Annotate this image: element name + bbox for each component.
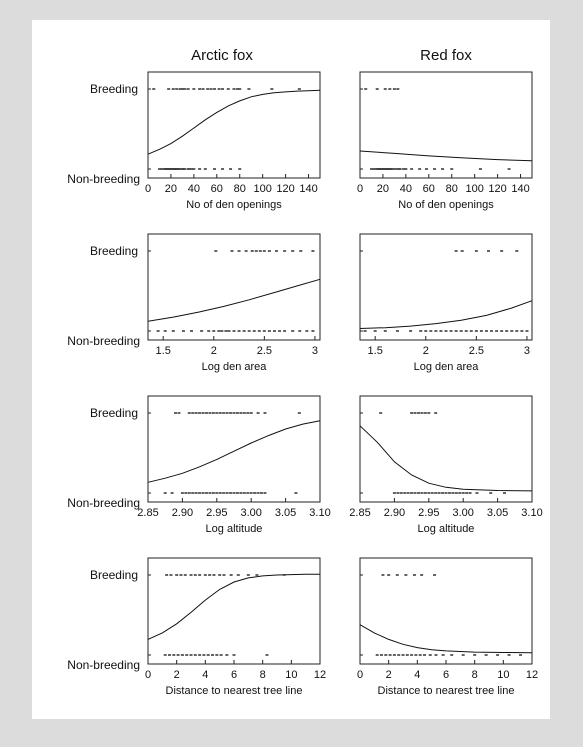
- fitted-curve: [359, 425, 533, 492]
- x-axis-label: Log den area: [202, 361, 268, 373]
- x-axis-label: Log altitude: [206, 523, 263, 535]
- x-tick-label: 12: [314, 669, 326, 681]
- row-label-breeding: Breeding: [90, 244, 138, 258]
- x-axis-label: No of den openings: [398, 199, 494, 211]
- x-tick-label: 120: [488, 183, 506, 195]
- x-tick-label: 3.10: [309, 507, 330, 519]
- fitted-curve: [359, 150, 533, 162]
- x-axis-label: Log den area: [414, 361, 480, 373]
- x-tick-label: 3: [312, 345, 318, 357]
- x-tick-label: 1.5: [368, 345, 383, 357]
- x-tick-label: 2: [423, 345, 429, 357]
- x-tick-label: 2.5: [469, 345, 484, 357]
- x-axis-label: Distance to nearest tree line: [378, 685, 515, 697]
- x-tick-label: 60: [423, 183, 435, 195]
- fitted-curve: [147, 278, 321, 322]
- panel-arctic-treeline: 0 2 4 6 8 10 12 Distance to nearest tree line Br…: [67, 557, 326, 697]
- x-tick-label: 100: [253, 183, 271, 195]
- panel-red-openings: 0 20 40 60 80 100 120 140 No of den openings: [357, 71, 533, 211]
- x-tick-label: 3.05: [487, 507, 508, 519]
- x-tick-label: 12: [526, 669, 538, 681]
- column-title-red: Red fox: [420, 47, 472, 64]
- column-title-arctic: Arctic fox: [191, 47, 253, 64]
- x-axis-label: Log altitude: [418, 523, 475, 535]
- x-tick-label: 2: [174, 669, 180, 681]
- x-tick-label: 2.85: [137, 507, 158, 519]
- panel-frame: [359, 557, 533, 665]
- panel-red-area: 1.5 2 2.5 3 Log den area: [359, 233, 533, 373]
- x-tick-label: 3: [524, 345, 530, 357]
- x-tick-label: 6: [231, 669, 237, 681]
- panel-frame: [147, 233, 321, 341]
- x-tick-label: 1.5: [156, 345, 171, 357]
- x-tick-label: 2.90: [172, 507, 193, 519]
- x-tick-label: 20: [377, 183, 389, 195]
- panel-arctic-altitude: 2.85 2.90 2.95 3.00 3.05 3.10 Log altitude Bree…: [67, 395, 331, 535]
- x-tick-label: 10: [497, 669, 509, 681]
- x-tick-label: 2: [211, 345, 217, 357]
- x-tick-label: 60: [211, 183, 223, 195]
- panel-frame: [147, 557, 321, 665]
- x-tick-label: 2.5: [257, 345, 272, 357]
- x-tick-label: 140: [511, 183, 529, 195]
- x-tick-label: 2.95: [206, 507, 227, 519]
- row-label-nonbreeding: Non-breeding: [67, 334, 140, 348]
- fitted-curve: [147, 89, 321, 155]
- x-tick-label: 3.10: [521, 507, 542, 519]
- x-tick-label: 4: [202, 669, 208, 681]
- x-tick-label: 80: [446, 183, 458, 195]
- x-axis-label: Distance to nearest tree line: [166, 685, 303, 697]
- fitted-curve: [147, 573, 320, 640]
- row-label-breeding: Breeding: [90, 82, 138, 96]
- x-tick-label: 3.00: [452, 507, 473, 519]
- x-tick-label: 0: [357, 669, 363, 681]
- x-tick-label: 3.05: [275, 507, 296, 519]
- x-tick-label: 40: [400, 183, 412, 195]
- row-label-breeding: Breeding: [90, 568, 138, 582]
- x-tick-label: 80: [234, 183, 246, 195]
- panel-frame: [359, 71, 533, 179]
- row-label-nonbreeding: Non-breeding: [67, 172, 140, 186]
- panel-frame: [359, 395, 533, 503]
- x-tick-label: 10: [285, 669, 297, 681]
- x-tick-label: 140: [299, 183, 317, 195]
- x-tick-label: 4: [414, 669, 420, 681]
- x-tick-label: 0: [145, 183, 151, 195]
- x-tick-label: 100: [465, 183, 483, 195]
- fitted-curve: [359, 300, 533, 329]
- x-tick-label: 2.90: [384, 507, 405, 519]
- row-label-nonbreeding: Non-breeding: [67, 658, 140, 672]
- x-tick-label: 8: [472, 669, 478, 681]
- x-tick-label: 2.95: [418, 507, 439, 519]
- figure-frame: Arctic fox Red fox 0 20 40 60 80 100 120 140 No …: [32, 20, 550, 719]
- panel-arctic-openings: 0 20 40 60 80 100 120 140 No of den openings Bree…: [67, 71, 321, 211]
- panel-frame: [147, 71, 321, 179]
- panel-red-altitude: 2.85 2.90 2.95 3.00 3.05 3.10 Log altitude: [349, 395, 543, 535]
- x-tick-label: 0: [145, 669, 151, 681]
- row-label-nonbreeding: Non-breeding: [67, 496, 140, 510]
- panel-arctic-area: 1.5 2 2.5 3 Log den area Breeding Non-breeding: [67, 233, 321, 373]
- x-tick-label: 2.85: [349, 507, 370, 519]
- panel-red-treeline: 0 2 4 6 8 10 12 Distance to nearest tree line: [357, 557, 538, 697]
- panel-frame: [359, 233, 533, 341]
- x-tick-label: 8: [260, 669, 266, 681]
- row-label-breeding: Breeding: [90, 406, 138, 420]
- x-tick-label: 20: [165, 183, 177, 195]
- x-tick-label: 40: [188, 183, 200, 195]
- x-axis-label: No of den openings: [186, 199, 282, 211]
- figure-svg: Arctic fox Red fox 0 20 40 60 80 100 120 140No …: [67, 47, 543, 697]
- fitted-curve: [359, 624, 533, 654]
- x-tick-label: 2: [386, 669, 392, 681]
- fitted-curve: [147, 420, 321, 483]
- panel-frame: [147, 395, 321, 503]
- x-tick-label: 3.00: [240, 507, 261, 519]
- x-tick-label: 6: [443, 669, 449, 681]
- x-tick-label: 0: [357, 183, 363, 195]
- x-tick-label: 120: [276, 183, 294, 195]
